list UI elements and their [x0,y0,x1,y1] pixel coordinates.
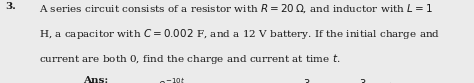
Text: A series circuit consists of a resistor with $R = 20\,\Omega$, and inductor with: A series circuit consists of a resistor … [39,2,433,15]
Text: H, a capacitor with $C = 0.002$ F, and a 12 V battery. If the initial charge and: H, a capacitor with $C = 0.002$ F, and a… [39,27,440,41]
Text: Ans:: Ans: [83,76,108,83]
Text: 3.: 3. [6,2,17,11]
Text: current are both 0, find the charge and current at time $t$.: current are both 0, find the charge and … [39,52,340,66]
Text: $q(t) = -\dfrac{e^{-10t}}{250}(6\cos 20t + 3\sin 20t) + \dfrac{3}{125};\quad i(t: $q(t) = -\dfrac{e^{-10t}}{250}(6\cos 20t… [116,76,428,83]
